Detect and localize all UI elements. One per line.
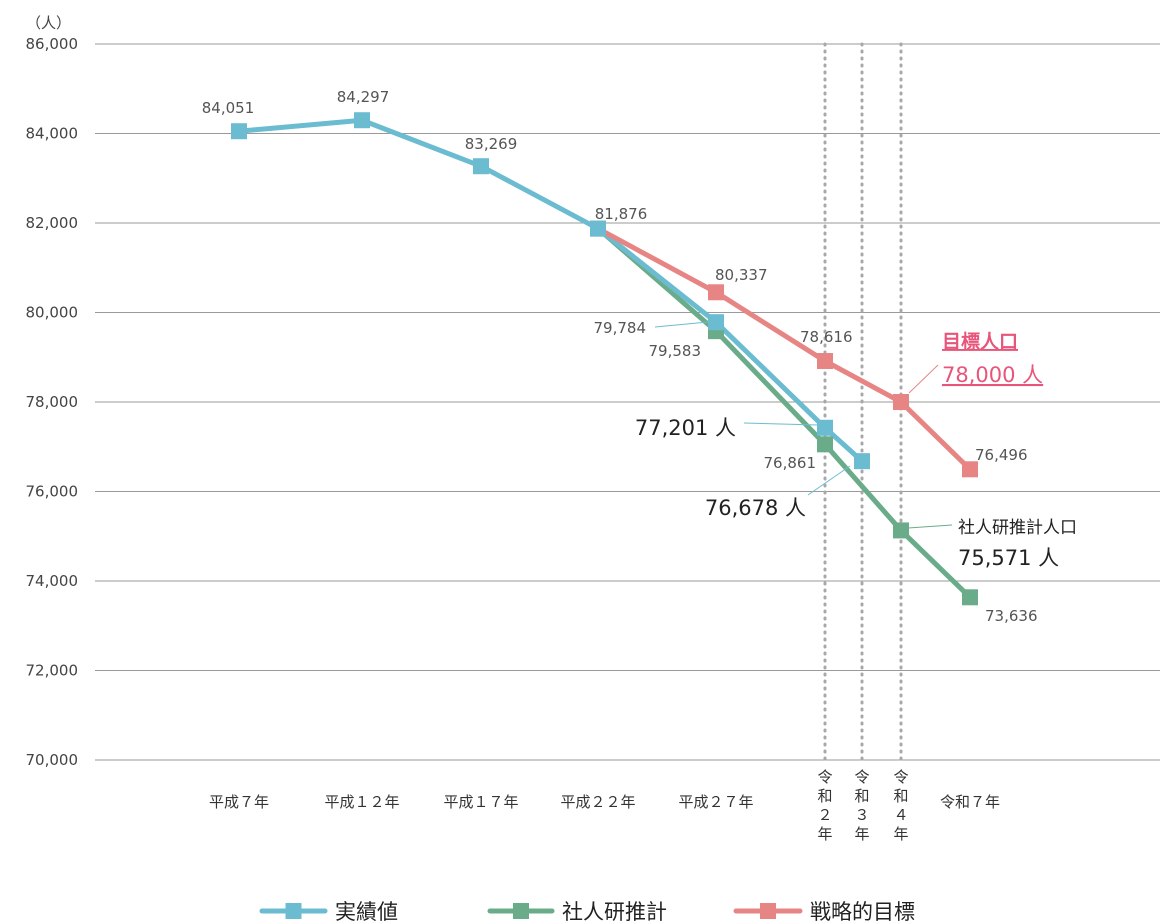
data-label: 73,636 — [985, 607, 1038, 625]
data-label: 76,496 — [975, 446, 1028, 464]
data-label: 78,616 — [800, 328, 853, 346]
suikei-value: 75,571 人 — [958, 546, 1059, 570]
data-label: 81,876 — [595, 205, 648, 223]
legend: 実績値 社人研推計 戦略的目標 — [259, 900, 915, 924]
x-tick-label: 平成１７年 — [443, 793, 518, 811]
data-point — [962, 461, 978, 478]
data-label: 83,269 — [465, 135, 518, 153]
legend-item: 社人研推計 — [487, 900, 667, 924]
legend-label: 社人研推計 — [562, 900, 667, 924]
x-tick-label: 和 — [817, 787, 832, 805]
x-tick-label: 年 — [817, 825, 832, 843]
r3-actual-label: 76,678 人 — [705, 496, 806, 520]
legend-marker — [760, 903, 776, 919]
leader-line — [654, 321, 709, 328]
legend-item: 戦略的目標 — [733, 900, 915, 924]
y-axis-unit: （人） — [26, 14, 71, 32]
data-point — [962, 589, 978, 606]
y-tick-label: 72,000 — [26, 662, 79, 680]
data-label: 84,297 — [337, 88, 390, 106]
data-point — [708, 284, 724, 301]
x-tick-label: 令 — [817, 768, 832, 786]
data-point — [817, 353, 833, 370]
data-point — [893, 522, 909, 539]
legend-marker — [285, 903, 302, 919]
data-label: 79,784 — [594, 319, 647, 337]
data-point — [231, 123, 247, 140]
leader-line — [807, 465, 851, 496]
leader-line — [907, 524, 953, 529]
series-lines — [231, 112, 978, 606]
leader-lines — [654, 321, 953, 529]
x-tick-label: ３ — [854, 806, 869, 824]
suikei-title: 社人研推計人口 — [958, 518, 1077, 538]
x-tick-label: 和 — [893, 787, 908, 805]
x-tick-label: ４ — [893, 806, 908, 824]
data-label: 79,583 — [649, 342, 702, 360]
x-tick-label: 平成１２年 — [324, 793, 399, 811]
y-tick-label: 84,000 — [26, 125, 79, 143]
y-tick-label: 74,000 — [26, 572, 79, 590]
legend-label: 戦略的目標 — [810, 900, 915, 924]
x-tick-label: 平成２７年 — [678, 793, 753, 811]
data-point — [708, 314, 724, 331]
x-tick-label: 平成７年 — [209, 793, 269, 811]
x-tick-label: 平成２２年 — [560, 793, 635, 811]
y-axis-ticks: 70,000 72,000 74,000 76,000 78,000 80,000 82,0… — [26, 35, 79, 769]
x-tick-label: ２ — [817, 806, 832, 824]
x-tick-label: 年 — [854, 825, 869, 843]
y-tick-label: 76,000 — [26, 483, 79, 501]
grid-lines — [95, 43, 1160, 761]
y-tick-label: 80,000 — [26, 304, 79, 322]
target-value: 78,000 人 — [942, 363, 1043, 387]
leader-line — [908, 364, 939, 394]
legend-item: 実績値 — [259, 900, 398, 924]
x-tick-label: 令 — [854, 768, 869, 786]
y-tick-label: 86,000 — [26, 35, 79, 53]
data-point — [817, 436, 833, 453]
data-point — [893, 394, 909, 410]
y-tick-label: 78,000 — [26, 393, 79, 411]
x-tick-label: 和 — [854, 787, 869, 805]
x-tick-label: 令和７年 — [940, 793, 1000, 811]
series-line — [238, 117, 864, 464]
data-label: 80,337 — [715, 266, 768, 284]
data-point — [473, 158, 489, 175]
data-point — [854, 453, 870, 470]
x-tick-label: 年 — [893, 825, 908, 843]
target-title: 目標人口 — [942, 330, 1018, 353]
y-tick-label: 70,000 — [26, 751, 79, 769]
leader-line — [743, 422, 819, 426]
data-point — [354, 112, 370, 129]
r2-actual-label: 77,201 人 — [635, 416, 736, 440]
legend-label: 実績値 — [335, 900, 398, 924]
data-point — [817, 419, 833, 436]
x-tick-label: 令 — [893, 768, 908, 786]
data-label: 76,861 — [764, 454, 817, 472]
data-label: 84,051 — [202, 99, 255, 117]
data-point — [590, 220, 606, 237]
y-tick-label: 82,000 — [26, 214, 79, 232]
legend-marker — [513, 903, 529, 919]
